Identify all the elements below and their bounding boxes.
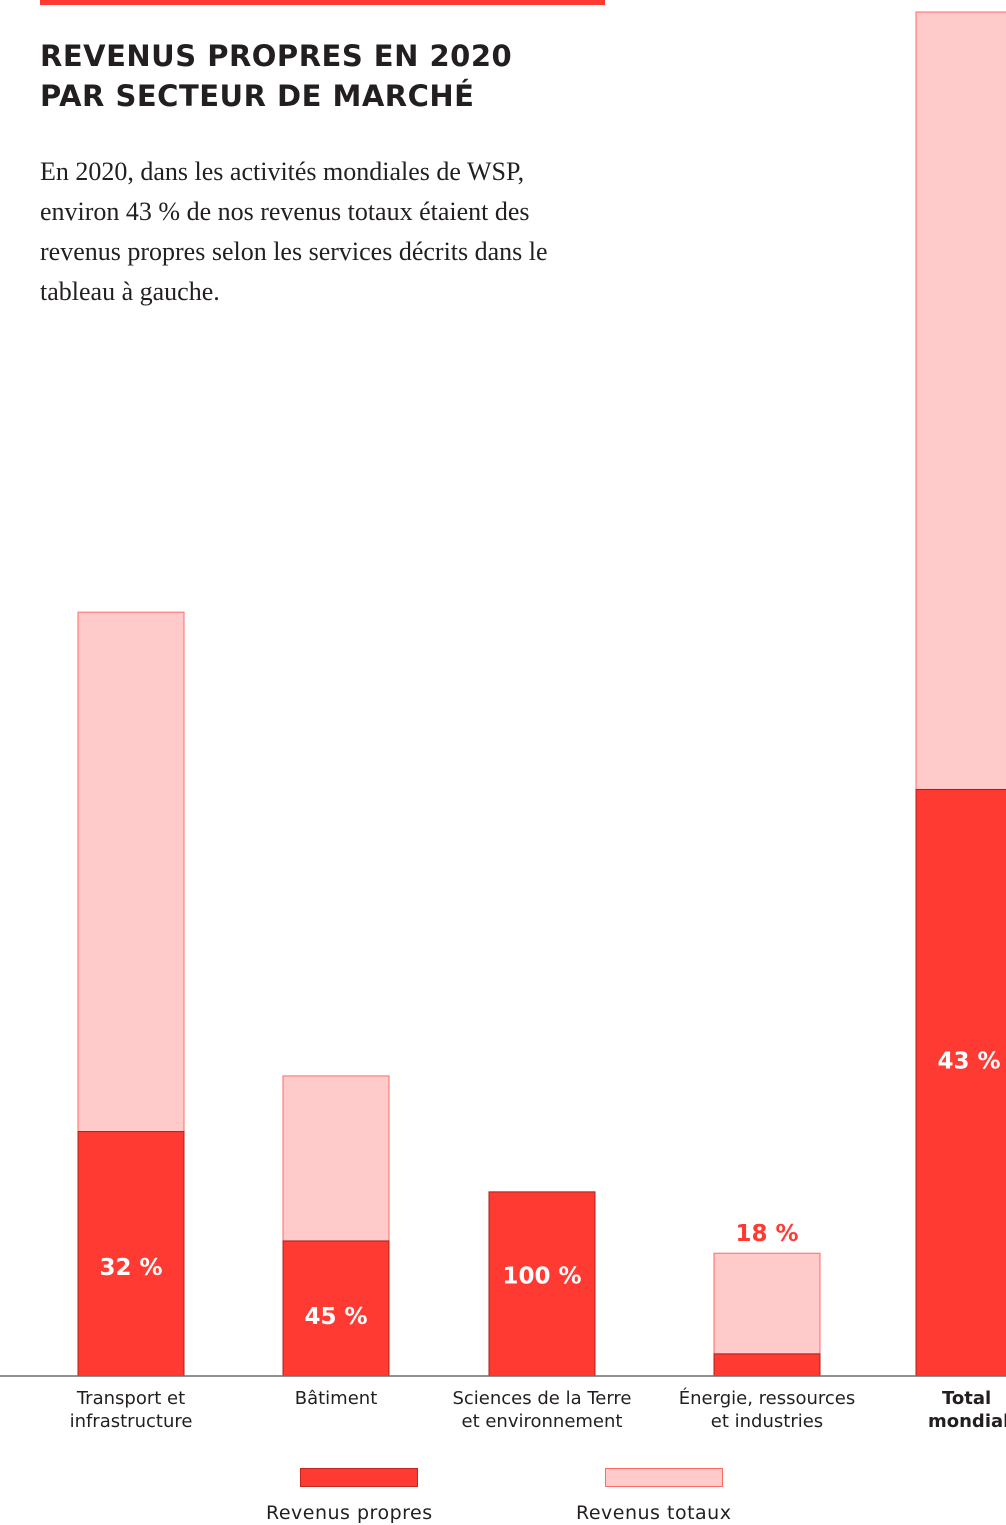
- category-label-sciences-terre-1: Sciences de la Terre: [452, 1388, 631, 1409]
- title-line-1: REVENUS PROPRES EN 2020: [40, 39, 513, 73]
- legend-item-own-revenue: Revenus propres: [266, 1468, 432, 1524]
- chart-title: REVENUS PROPRES EN 2020 PAR SECTEUR DE M…: [40, 36, 640, 116]
- bar-own-sciences-terre: [488, 1191, 596, 1377]
- bar-own-total: [915, 788, 1006, 1377]
- legend-swatch-total-revenue: [605, 1468, 723, 1487]
- top-rule: [40, 0, 605, 5]
- bar-own-energie: [713, 1353, 821, 1377]
- bar-total-transport: [77, 611, 185, 1133]
- data-label-total: 43 %: [937, 1048, 1000, 1074]
- category-label-total-2: mondial: [928, 1411, 1006, 1432]
- data-label-batiment: 45 %: [304, 1304, 367, 1330]
- bar-total-total: [915, 11, 1006, 790]
- bar-own-transport: [77, 1131, 185, 1377]
- legend-swatch-own-revenue: [300, 1468, 418, 1487]
- category-label-sciences-terre-2: et environnement: [462, 1411, 623, 1432]
- category-label-transport-2: infrastructure: [70, 1411, 193, 1432]
- title-line-2: PAR SECTEUR DE MARCHÉ: [40, 79, 475, 113]
- category-label-energie-1: Énergie, ressources: [679, 1387, 856, 1409]
- bar-total-batiment: [282, 1075, 390, 1242]
- data-label-energie: 18 %: [735, 1221, 798, 1247]
- data-label-sciences-terre: 100 %: [502, 1264, 581, 1290]
- category-label-transport-1: Transport et: [76, 1388, 185, 1409]
- category-label-energie-2: et industries: [711, 1411, 823, 1432]
- data-label-transport: 32 %: [99, 1255, 162, 1281]
- legend-label-own-revenue: Revenus propres: [266, 1502, 433, 1524]
- legend-label-total-revenue: Revenus totaux: [576, 1502, 732, 1524]
- bar-own-batiment: [282, 1240, 390, 1377]
- intro-text: En 2020, dans les activités mondiales de…: [40, 157, 548, 306]
- category-label-total-1: Total: [942, 1388, 991, 1409]
- bar-total-energie: [713, 1252, 821, 1355]
- category-label-batiment-1: Bâtiment: [295, 1388, 378, 1409]
- legend-item-total-revenue: Revenus totaux: [576, 1468, 731, 1524]
